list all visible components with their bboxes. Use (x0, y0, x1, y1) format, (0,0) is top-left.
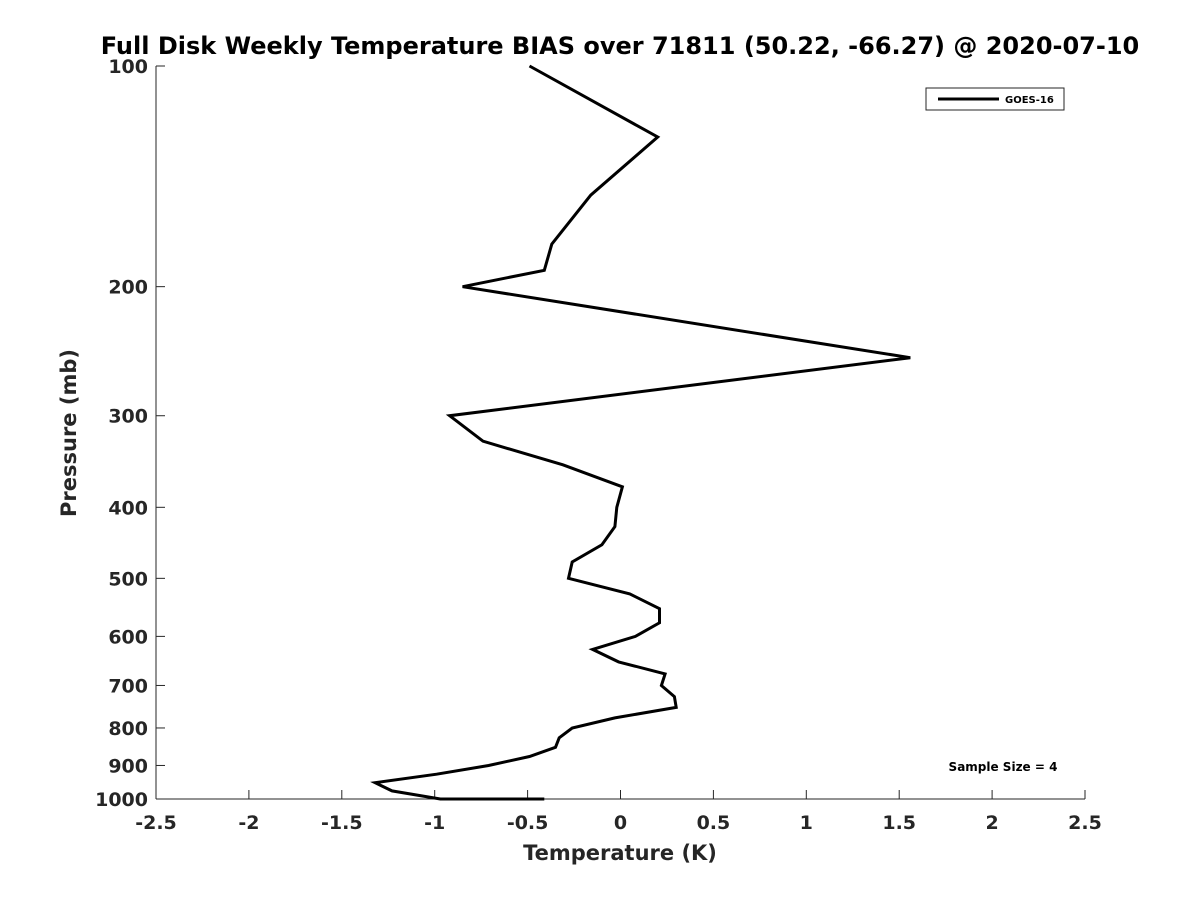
y-tick-label: 800 (108, 718, 148, 740)
y-tick-label: 300 (108, 406, 148, 428)
x-axis-label: Temperature (K) (523, 841, 717, 865)
legend: GOES-16 (925, 87, 1065, 111)
y-tick-label: 400 (108, 497, 148, 519)
x-tick-label: -2 (238, 812, 259, 834)
y-tick-label: 100 (108, 56, 148, 78)
x-tick-label: 0 (614, 812, 627, 834)
sample-size-annotation: Sample Size = 4 (949, 760, 1058, 774)
y-tick-label: 600 (108, 626, 148, 648)
y-tick-label: 700 (108, 675, 148, 697)
x-tick-label: 2 (985, 812, 998, 834)
x-tick-label: -0.5 (507, 812, 549, 834)
y-tick-label: 900 (108, 755, 148, 777)
legend-label-goes-16: GOES-16 (1005, 95, 1054, 106)
x-tick-label: -1.5 (321, 812, 363, 834)
x-tick-label: 0.5 (697, 812, 731, 834)
y-tick-label: 500 (108, 568, 148, 590)
x-tick-label: -1 (424, 812, 445, 834)
y-axis-ticks: 100 200 300 400 500 600 700 800 900 1000 (95, 56, 165, 811)
y-tick-label: 200 (108, 277, 148, 299)
x-tick-label: 1 (800, 812, 813, 834)
plot-area (155, 66, 1085, 800)
x-axis-ticks: -2.5 -2 -1.5 -1 -0.5 0 0.5 1 1.5 2 2.5 (135, 790, 1102, 834)
y-tick-label: 1000 (95, 789, 148, 811)
y-axis-label: Pressure (mb) (57, 349, 81, 517)
chart-title: Full Disk Weekly Temperature BIAS over 7… (101, 32, 1140, 60)
x-tick-label: 2.5 (1068, 812, 1102, 834)
x-tick-label: -2.5 (135, 812, 177, 834)
x-tick-label: 1.5 (882, 812, 916, 834)
series-line-goes-16 (370, 64, 911, 801)
plot-background (156, 66, 1085, 799)
series-layer (370, 64, 911, 801)
